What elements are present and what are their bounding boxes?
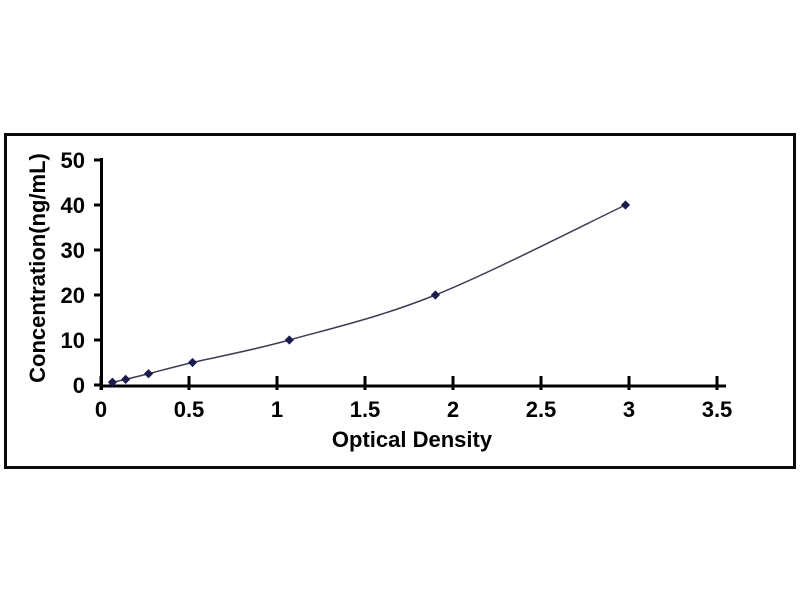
y-axis-title: Concentration(ng/mL) [25,153,50,383]
chart-frame [4,133,796,469]
x-axis-title: Optical Density [331,427,493,452]
